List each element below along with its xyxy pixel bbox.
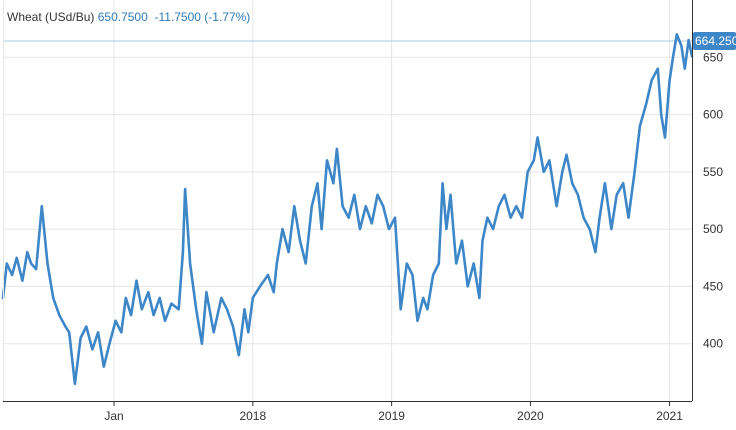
last-price-badge-background (693, 31, 736, 50)
y-tick-label-600: 600 (703, 108, 723, 122)
y-tick-label-400: 400 (703, 337, 723, 351)
last-price-badge-text: 664.250 (695, 34, 736, 48)
x-tick-label-2019: 2019 (378, 409, 405, 423)
y-tick-label-500: 500 (703, 222, 723, 236)
wheat-price-series-line (1, 33, 694, 386)
last-price-badge: 664.250 (693, 31, 736, 50)
legend-change-percent: (-1.77%) (204, 10, 251, 24)
x-tick-label-2020: 2020 (517, 409, 544, 423)
x-tick-label-Jan: Jan (104, 409, 123, 423)
legend-change: -11.7500 (154, 10, 201, 24)
legend-last-value: 650.7500 (97, 10, 148, 24)
y-tick-label-550: 550 (703, 165, 723, 179)
y-tick-label-650: 650 (703, 50, 723, 64)
chart-grid (3, 0, 692, 401)
y-tick-label-450: 450 (703, 279, 723, 293)
x-tick-label-2018: 2018 (239, 409, 266, 423)
legend: Wheat (USd/Bu) 650.7500 -11.7500 (-1.77%… (7, 10, 250, 24)
legend-symbol: Wheat (USd/Bu) (7, 10, 95, 24)
x-axis-tick-labels: Jan 2018 2019 2020 2021 (104, 409, 683, 423)
y-axis-tick-labels: 400 450 500 550 600 650 (703, 50, 723, 350)
chart-axes (3, 0, 693, 406)
x-tick-label-2021: 2021 (656, 409, 683, 423)
